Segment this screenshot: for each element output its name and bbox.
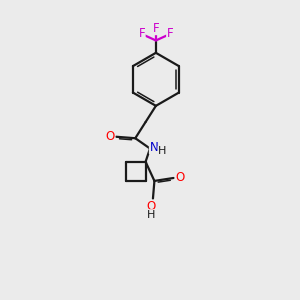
Text: H: H <box>158 146 166 157</box>
Text: F: F <box>167 28 173 40</box>
Text: O: O <box>106 130 115 143</box>
Text: N: N <box>149 141 158 154</box>
Text: F: F <box>153 22 159 34</box>
Text: F: F <box>138 28 145 40</box>
Text: O: O <box>146 200 155 213</box>
Text: H: H <box>146 210 155 220</box>
Text: O: O <box>176 172 185 184</box>
